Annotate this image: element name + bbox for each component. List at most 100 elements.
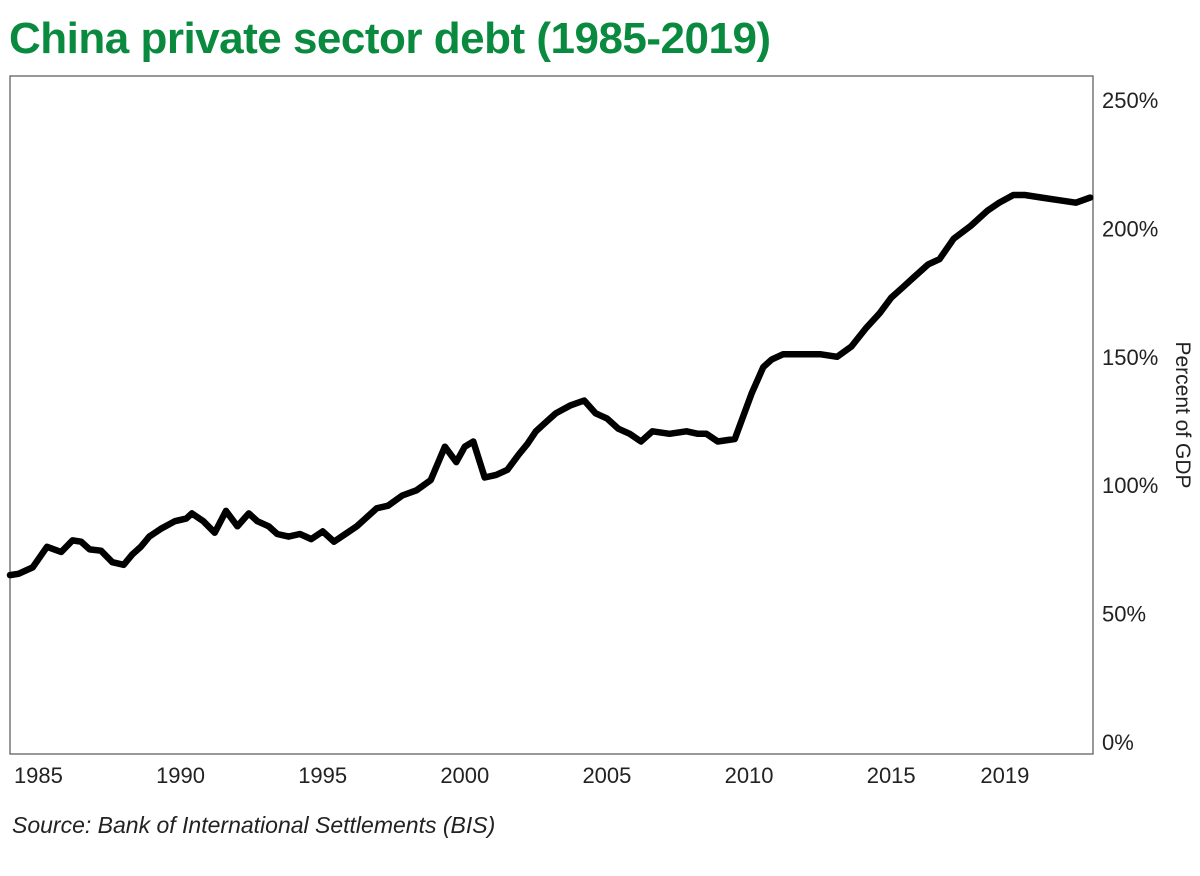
data-point bbox=[639, 439, 643, 444]
data-point bbox=[926, 262, 931, 267]
data-point bbox=[414, 488, 419, 493]
data-point bbox=[297, 532, 302, 536]
data-point bbox=[121, 562, 126, 567]
data-points bbox=[8, 193, 1093, 578]
data-point bbox=[16, 571, 21, 576]
y-axis-ticks: 0% 50% 100% 150% 200% 250% bbox=[1102, 88, 1158, 755]
x-tick-label: 2010 bbox=[725, 763, 774, 788]
data-point bbox=[374, 506, 379, 511]
data-point bbox=[1022, 193, 1027, 197]
data-point bbox=[1073, 200, 1078, 205]
data-point bbox=[286, 534, 291, 539]
data-point bbox=[627, 431, 632, 436]
x-tick-label: 1995 bbox=[298, 763, 347, 788]
data-point bbox=[428, 478, 433, 483]
data-point bbox=[695, 431, 700, 436]
data-point bbox=[1039, 195, 1044, 200]
chart-title: China private sector debt (1985-2019) bbox=[9, 14, 771, 63]
y-tick-label: 0% bbox=[1102, 730, 1134, 755]
data-point bbox=[158, 526, 163, 531]
data-point bbox=[59, 550, 64, 554]
data-point bbox=[246, 511, 251, 516]
data-point bbox=[715, 439, 720, 444]
data-point bbox=[343, 532, 348, 536]
data-point bbox=[997, 200, 1002, 205]
data-point bbox=[309, 537, 314, 542]
data-point bbox=[937, 257, 942, 262]
data-point bbox=[363, 516, 368, 521]
data-point bbox=[889, 295, 894, 300]
data-point bbox=[604, 416, 609, 421]
data-point bbox=[212, 530, 217, 535]
x-tick-label: 1990 bbox=[156, 763, 205, 788]
data-point bbox=[732, 437, 737, 441]
data-point bbox=[87, 547, 92, 552]
data-point bbox=[266, 524, 271, 529]
data-point bbox=[99, 548, 103, 553]
data-point bbox=[516, 452, 521, 457]
y-tick-label: 100% bbox=[1102, 473, 1158, 498]
data-point bbox=[545, 419, 550, 423]
x-axis-ticks: 1985 1990 1995 2000 2005 2010 2015 2019 bbox=[14, 763, 1029, 788]
data-point bbox=[968, 223, 973, 228]
data-point bbox=[911, 275, 916, 280]
data-point bbox=[877, 311, 882, 316]
x-tick-label: 2005 bbox=[582, 763, 631, 788]
data-point bbox=[172, 519, 177, 524]
data-point bbox=[593, 411, 598, 416]
data-point bbox=[184, 516, 189, 521]
data-point bbox=[1056, 198, 1061, 203]
data-point bbox=[1088, 195, 1093, 200]
data-point bbox=[386, 503, 391, 508]
data-point bbox=[442, 444, 447, 449]
data-point bbox=[275, 532, 280, 536]
data-point bbox=[650, 429, 655, 434]
data-point bbox=[482, 475, 487, 480]
x-tick-label: 1985 bbox=[14, 763, 63, 788]
data-point bbox=[189, 511, 194, 516]
data-point bbox=[835, 354, 840, 359]
x-tick-label: 2019 bbox=[980, 763, 1029, 788]
data-point bbox=[616, 426, 621, 431]
data-point bbox=[684, 429, 689, 434]
data-point bbox=[130, 552, 135, 557]
data-point bbox=[803, 352, 808, 357]
data-point bbox=[985, 208, 990, 213]
data-point bbox=[704, 431, 709, 436]
data-point bbox=[792, 352, 797, 357]
data-point bbox=[553, 411, 558, 416]
data-point bbox=[769, 357, 774, 362]
data-point bbox=[505, 467, 510, 472]
data-point bbox=[332, 539, 336, 544]
data-point bbox=[781, 352, 786, 357]
data-point bbox=[462, 444, 467, 449]
data-point bbox=[494, 472, 499, 477]
data-point bbox=[900, 285, 905, 290]
data-point bbox=[138, 544, 143, 549]
data-point bbox=[79, 539, 84, 544]
data-point bbox=[533, 429, 538, 434]
data-point bbox=[30, 565, 35, 570]
data-point bbox=[354, 524, 359, 529]
data-point bbox=[454, 460, 459, 465]
y-axis-label: Percent of GDP bbox=[1171, 341, 1194, 488]
data-point bbox=[863, 326, 868, 331]
data-point bbox=[951, 236, 956, 241]
data-point bbox=[147, 534, 152, 539]
x-tick-label: 2000 bbox=[440, 763, 489, 788]
debt-series-line bbox=[6, 191, 1094, 579]
y-tick-label: 250% bbox=[1102, 88, 1158, 113]
data-point bbox=[471, 439, 476, 444]
data-point bbox=[667, 431, 672, 436]
data-point bbox=[400, 493, 405, 498]
data-point bbox=[568, 403, 572, 408]
y-tick-label: 150% bbox=[1102, 345, 1158, 370]
data-point bbox=[849, 344, 854, 349]
data-point bbox=[761, 365, 766, 370]
data-point bbox=[1011, 193, 1016, 197]
source-note: Source: Bank of International Settlement… bbox=[12, 812, 496, 838]
y-tick-label: 200% bbox=[1102, 216, 1158, 241]
data-point bbox=[110, 560, 115, 565]
data-point bbox=[749, 390, 754, 395]
x-tick-label: 2015 bbox=[867, 763, 916, 788]
